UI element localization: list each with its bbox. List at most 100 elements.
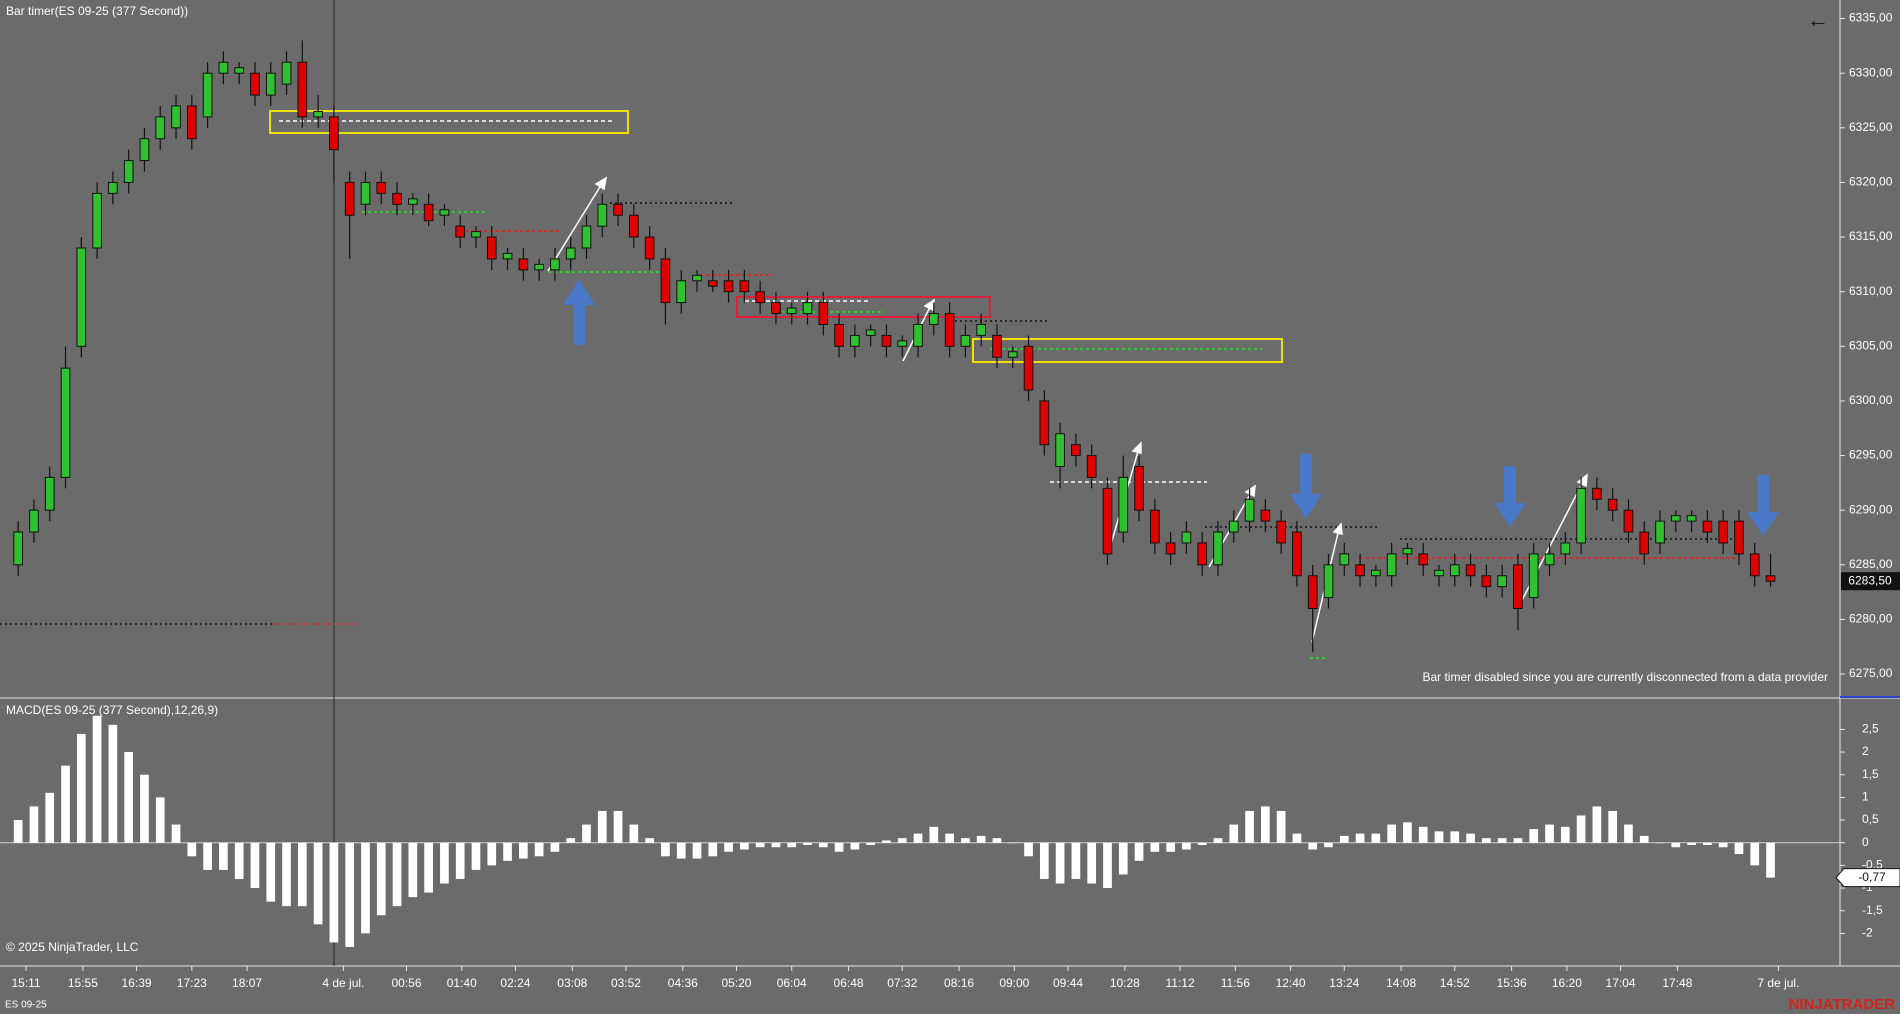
candle-body (739, 280, 750, 293)
histogram-bar (1466, 833, 1475, 843)
drawings (0, 110, 1779, 659)
histogram-bar (1560, 826, 1570, 843)
candle-body (1702, 520, 1713, 533)
histogram-bar (108, 724, 118, 843)
x-tick-label: 13:24 (1329, 976, 1359, 990)
candle-body (755, 291, 765, 304)
candle-body (1386, 553, 1397, 577)
candle-body (1655, 520, 1665, 544)
candle-body (1449, 564, 1460, 577)
histogram-bar (1024, 842, 1033, 857)
down-arrow (1290, 454, 1322, 519)
down-arrow (1747, 475, 1779, 536)
x-tick-label: 11:56 (1221, 976, 1250, 990)
histogram-bar (1008, 842, 1018, 844)
x-tick-label: 04:36 (668, 976, 698, 990)
histogram-bar (582, 824, 591, 843)
histogram-bar (1087, 842, 1097, 884)
histogram-bar (566, 838, 576, 843)
candle-body (344, 181, 355, 216)
x-tick-label: 7 de jul. (1757, 976, 1799, 990)
histogram-bar (1118, 842, 1128, 875)
histogram-bar (724, 842, 733, 852)
y-tick-label: 0 (1862, 835, 1869, 849)
back-button[interactable]: ← (1807, 7, 1829, 32)
candle-body (1639, 531, 1650, 555)
x-tick-label: 18:07 (232, 976, 262, 990)
y-tick-label: 6280,00 (1849, 612, 1893, 626)
x-tick-label: 00:56 (392, 976, 422, 990)
histogram-bar (1387, 824, 1396, 843)
candle-body (1007, 351, 1018, 358)
histogram-bar (771, 842, 781, 848)
arrow-head (1131, 441, 1142, 454)
candle-body (629, 214, 639, 238)
candle-body (771, 302, 781, 315)
histogram-bar (487, 842, 497, 866)
candle-body (139, 138, 150, 162)
candle-body (502, 252, 513, 260)
y-tick-label: 6300,00 (1849, 393, 1893, 407)
x-tick-label: 14:08 (1386, 976, 1416, 990)
copyright: © 2025 NinjaTrader, LLC (6, 940, 139, 954)
histogram-bar (471, 842, 481, 870)
y-tick-label: 6305,00 (1849, 338, 1893, 352)
candle-body (471, 231, 481, 238)
candle-body (1165, 542, 1176, 555)
x-tick-label: 17:48 (1662, 976, 1692, 990)
y-tick-label: 2 (1862, 744, 1869, 758)
candle-body (455, 225, 466, 238)
y-tick-label: -1,5 (1862, 903, 1883, 917)
histogram-bar (313, 842, 323, 925)
histogram-bar (1197, 842, 1207, 845)
histogram-bar (361, 842, 370, 934)
histogram-bar (834, 842, 844, 852)
candle-body (250, 72, 260, 96)
histogram-bar (1039, 842, 1049, 879)
candle-body (1686, 515, 1697, 522)
x-tick-label: 08:16 (944, 976, 974, 990)
histogram-bar (1671, 842, 1681, 848)
candle-body (218, 61, 229, 74)
candle-body (644, 236, 655, 260)
x-tick-label: 11:12 (1166, 976, 1195, 990)
histogram-bar (519, 842, 528, 859)
histogram-bar (1608, 810, 1618, 843)
histogram-bar (787, 842, 797, 848)
histogram-bar (76, 733, 86, 843)
x-tick-label: 07:32 (887, 976, 917, 990)
candle-body (1560, 542, 1571, 555)
candle-body (44, 476, 55, 511)
histogram-bar (1450, 831, 1460, 843)
candle-body (1197, 542, 1208, 566)
candle-body (1576, 487, 1586, 544)
candle-body (1086, 455, 1097, 478)
histogram-bar (61, 765, 70, 843)
candle-body (960, 334, 971, 347)
candle-body (76, 247, 87, 347)
histogram-bar (976, 835, 986, 843)
histogram-bar (45, 792, 55, 843)
y-tick-label: 6315,00 (1849, 229, 1893, 243)
x-tick-label: 05:20 (721, 976, 751, 990)
histogram-bar (945, 833, 954, 843)
candle-body (92, 192, 102, 249)
candle-body (1528, 553, 1539, 599)
histogram-bar (1150, 842, 1160, 852)
candle-body (865, 329, 876, 336)
y-tick-label: 0,5 (1862, 812, 1879, 826)
down-arrow (1494, 466, 1526, 527)
candle-body (186, 105, 197, 140)
histogram-bar (897, 838, 907, 843)
histogram-bar (345, 842, 355, 947)
histogram-bar (1592, 806, 1602, 843)
candle-body (486, 236, 497, 260)
x-tick-label: 01:40 (447, 976, 477, 990)
y-tick-label: 6335,00 (1849, 11, 1893, 25)
chart-title: Bar timer(ES 09-25 (377 Second)) (6, 4, 188, 18)
candle-body (1670, 515, 1681, 522)
histogram-bar (155, 797, 165, 843)
histogram-bar (1166, 842, 1175, 852)
